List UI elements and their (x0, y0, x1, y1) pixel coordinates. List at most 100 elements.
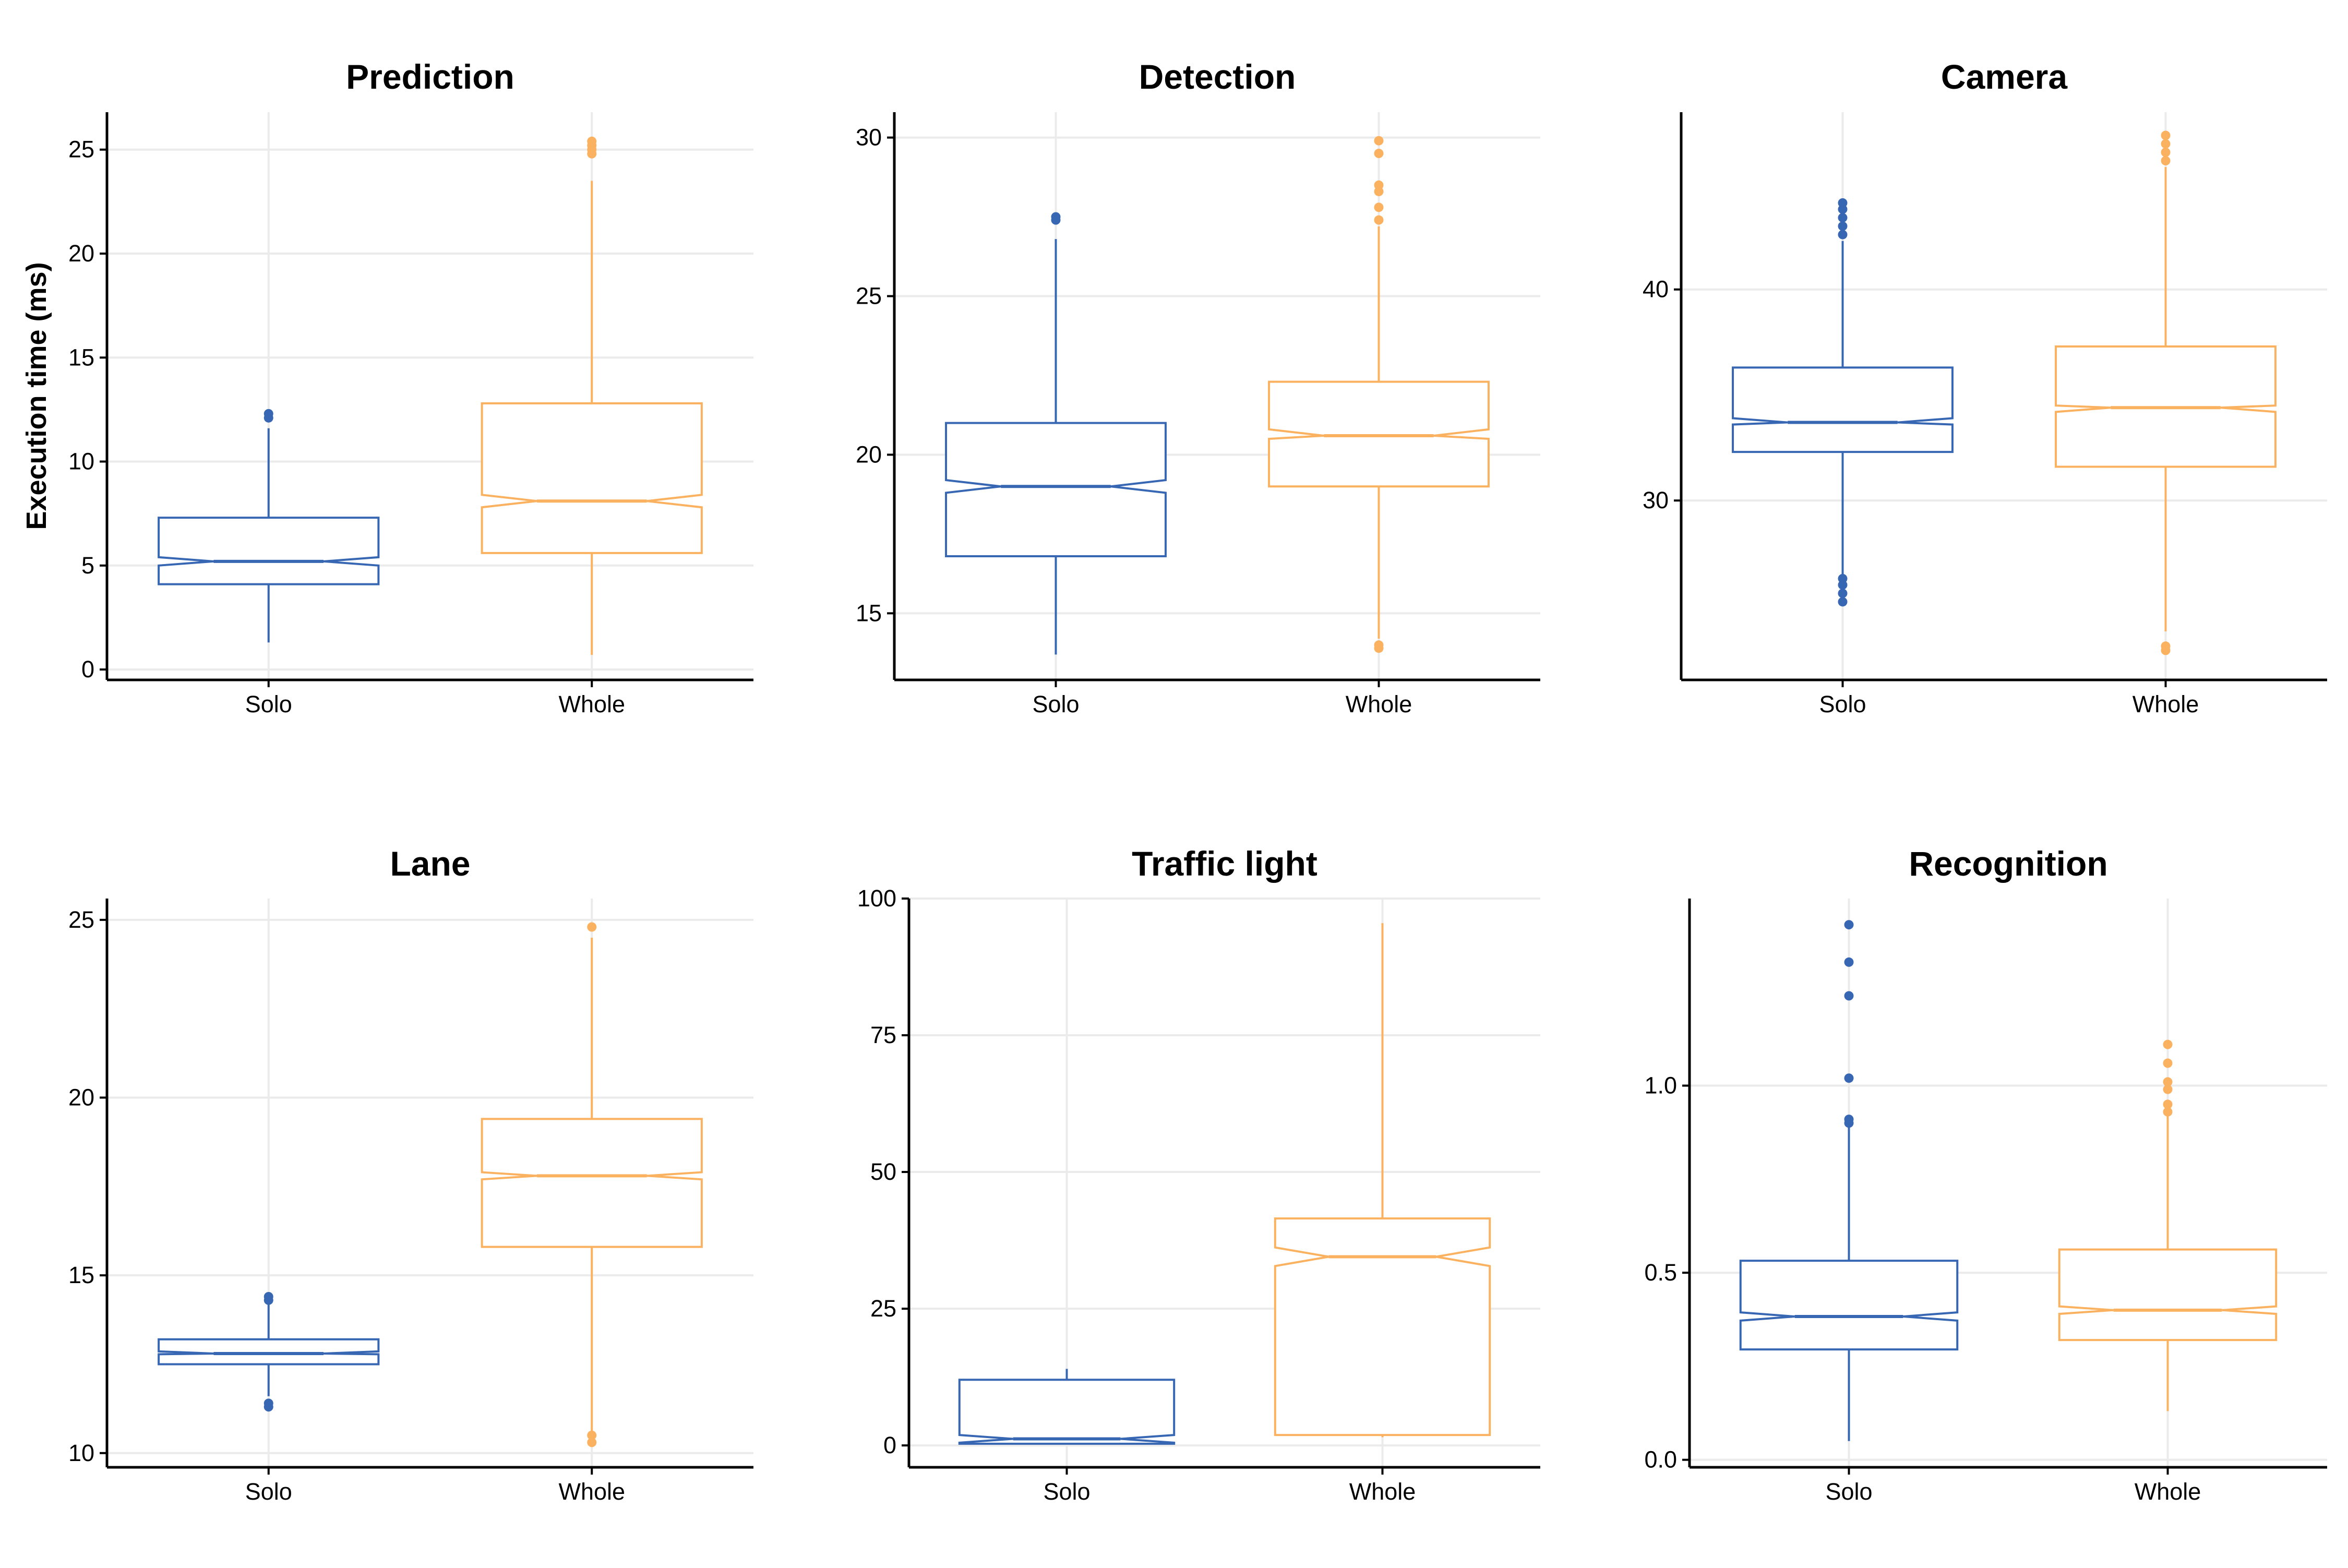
x-tick-label: Solo (1032, 691, 1079, 717)
panel-title: Detection (1139, 57, 1296, 96)
box-solo (1739, 920, 1959, 1441)
box-solo (1732, 198, 1954, 607)
panel-title: Prediction (346, 57, 514, 96)
outlier-point (263, 409, 273, 418)
outlier-point (1374, 149, 1384, 159)
outlier-point (2163, 1084, 2173, 1094)
outlier-point (1374, 215, 1384, 225)
panel-title: Camera (1941, 57, 2068, 96)
outlier-point (587, 136, 597, 146)
y-tick-label: 1.0 (1644, 1072, 1677, 1099)
y-axis-title: Execution time (ms) (21, 262, 52, 530)
notched-box (158, 517, 380, 585)
panel-lane: Lane 10 15 20 25 Solo Whole (68, 844, 753, 1505)
outlier-point (1374, 136, 1384, 146)
notched-box (1268, 380, 1490, 488)
y-tick-label: 50 (870, 1158, 896, 1185)
outlier-point (263, 1398, 273, 1408)
y-tick-label: 30 (856, 124, 882, 151)
y-tick-label: 0 (883, 1432, 896, 1458)
notched-box (945, 422, 1167, 557)
box-whole (481, 136, 703, 655)
y-tick-label: 40 (1643, 276, 1669, 303)
y-tick-label: 15 (68, 344, 94, 370)
y-tick-label: 0 (81, 656, 94, 683)
outlier-point (2161, 641, 2171, 651)
box-whole (2055, 130, 2277, 655)
panel-title: Lane (390, 844, 470, 883)
outlier-point (1838, 221, 1848, 231)
notched-box (1732, 366, 1954, 453)
notched-box (481, 402, 703, 554)
outlier-point (587, 1430, 597, 1440)
outlier-point (587, 1438, 597, 1447)
notched-box (1739, 1260, 1959, 1351)
panel-title: Traffic light (1132, 844, 1317, 883)
notched-box (958, 1379, 1176, 1445)
outlier-point (1838, 230, 1848, 240)
outlier-point (2161, 130, 2171, 140)
outlier-point (1838, 597, 1848, 607)
panel-camera: Camera 30 40 Solo Whole (1643, 57, 2327, 717)
outlier-point (2163, 1099, 2173, 1109)
outlier-point (2163, 1107, 2173, 1117)
outlier-point (1844, 920, 1854, 930)
y-tick-label: 0.5 (1644, 1259, 1677, 1286)
x-tick-label: Solo (1819, 691, 1866, 717)
x-tick-label: Whole (558, 1478, 625, 1505)
outlier-point (1838, 198, 1848, 208)
box-solo (158, 409, 380, 643)
panel-detection: Detection 15 20 25 30 Solo Whole (856, 57, 1540, 717)
outlier-point (1838, 589, 1848, 599)
outlier-point (2161, 147, 2171, 157)
x-tick-label: Whole (2133, 691, 2199, 717)
panel-recognition: Recognition 0.0 0.5 1.0 Solo Whole (1644, 844, 2327, 1505)
x-tick-label: Whole (1346, 691, 1412, 717)
y-tick-label: 25 (68, 136, 94, 163)
outlier-point (2163, 1077, 2173, 1087)
y-tick-label: 5 (81, 552, 94, 579)
outlier-point (2161, 139, 2171, 149)
y-tick-label: 100 (857, 885, 896, 912)
panel-traffic-light: Traffic light 0 25 50 75 100 Solo Whole (857, 844, 1540, 1505)
notched-box (2058, 1248, 2278, 1342)
y-tick-label: 25 (68, 906, 94, 933)
outlier-point (587, 922, 597, 932)
notched-box (158, 1338, 380, 1366)
y-tick-label: 20 (68, 240, 94, 267)
outlier-point (1844, 1115, 1854, 1124)
outlier-point (1051, 212, 1061, 222)
outlier-point (2163, 1039, 2173, 1049)
y-tick-label: 75 (870, 1022, 896, 1048)
x-tick-label: Solo (1825, 1478, 1872, 1505)
notched-box (481, 1118, 703, 1248)
box-whole (1274, 923, 1491, 1438)
y-tick-label: 15 (68, 1262, 94, 1288)
y-tick-label: 15 (856, 600, 882, 626)
y-tick-label: 20 (856, 441, 882, 468)
panel-prediction: Prediction 0 5 10 15 20 25 Solo Whole (68, 57, 753, 717)
y-tick-label: 30 (1643, 487, 1669, 513)
outlier-point (1374, 640, 1384, 650)
box-solo (958, 1369, 1176, 1445)
x-tick-label: Whole (558, 691, 625, 717)
box-whole (481, 922, 703, 1447)
outlier-point (2161, 156, 2171, 166)
x-tick-label: Whole (2135, 1478, 2201, 1505)
x-tick-label: Solo (1043, 1478, 1090, 1505)
outlier-point (1374, 202, 1384, 212)
y-tick-label: 25 (870, 1295, 896, 1322)
panel-title: Recognition (1909, 844, 2107, 883)
outlier-point (2163, 1058, 2173, 1068)
y-tick-label: 0.0 (1644, 1446, 1677, 1473)
outlier-point (263, 1292, 273, 1301)
x-tick-label: Whole (1349, 1478, 1416, 1505)
box-whole (1268, 136, 1490, 653)
box-solo (945, 212, 1167, 655)
y-tick-label: 20 (68, 1084, 94, 1111)
x-tick-label: Solo (245, 1478, 292, 1505)
box-whole (2058, 1039, 2278, 1411)
outlier-point (1844, 1073, 1854, 1083)
y-tick-label: 10 (68, 1440, 94, 1466)
